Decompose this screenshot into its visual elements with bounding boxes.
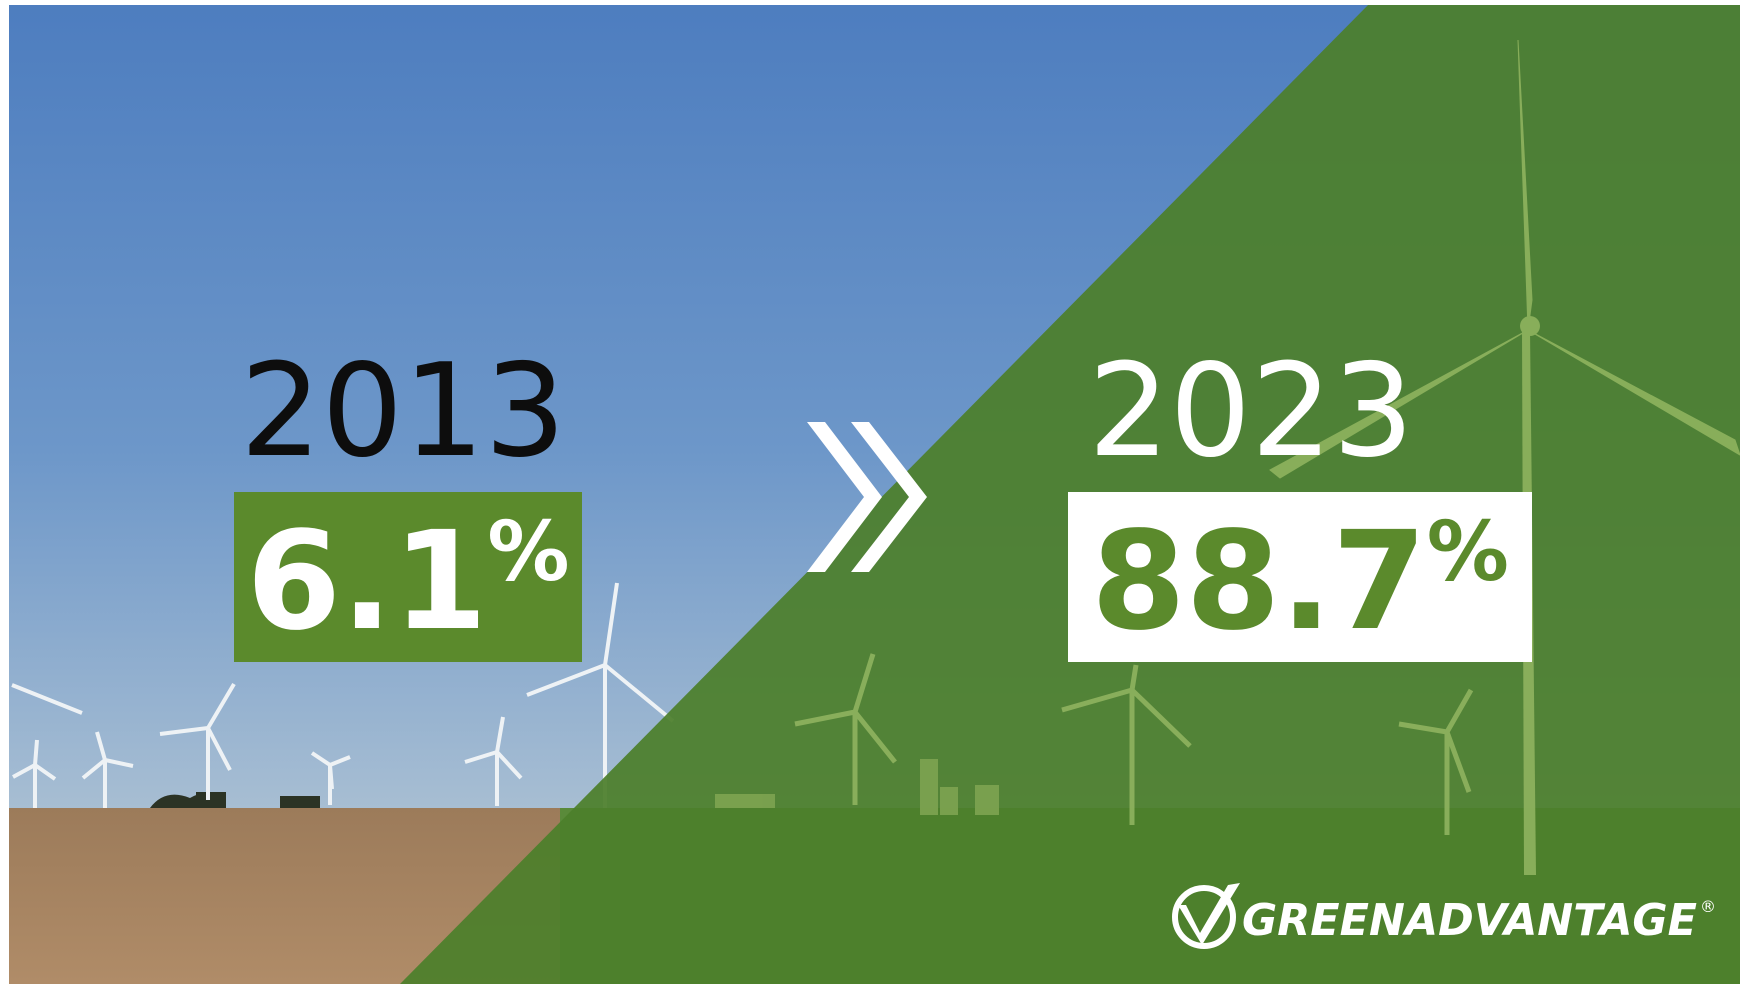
value-unit: % [487,505,569,600]
logo-registered: ® [1700,897,1716,916]
infographic: 2013 6.1% 2023 88.7% GREENADVANTAGE ® [0,0,1740,984]
value-number: 88.7 [1091,503,1427,661]
page: 2013 6.1% 2023 88.7% GREENADVANTAGE ® ((… [0,0,1740,984]
year-after: 2023 [1088,337,1414,486]
value-number: 6.1 [246,503,487,661]
year-before: 2013 [240,337,566,486]
value-unit: % [1427,505,1509,600]
logo-text: GREENADVANTAGE [1242,895,1697,946]
